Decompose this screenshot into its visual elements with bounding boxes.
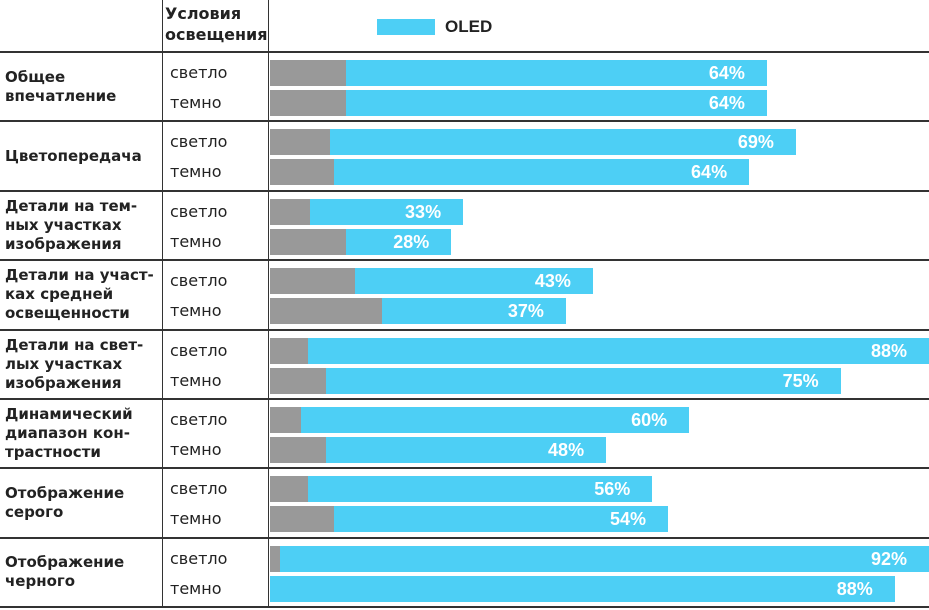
- bar-value-label: 88%: [836, 578, 873, 599]
- bar-value-label: 37%: [507, 301, 544, 322]
- bar-value-label: 88%: [870, 340, 907, 361]
- bar-value-label: 60%: [631, 410, 668, 430]
- row-divider: [0, 51, 929, 53]
- bar-grey-segment: [270, 60, 346, 86]
- condition-label: темно: [170, 370, 222, 390]
- category-label: Отображение черного: [5, 553, 125, 591]
- row-divider: [0, 189, 929, 192]
- bar-grey-segment: [270, 90, 346, 116]
- legend-label-oled: OLED: [445, 17, 493, 36]
- bar-oled-segment: [329, 129, 796, 156]
- row-divider: [0, 328, 929, 331]
- bar-oled-segment: [333, 506, 669, 533]
- row-divider: [0, 120, 929, 123]
- bar-oled-segment: [310, 198, 464, 225]
- bar-grey-segment: [270, 159, 334, 186]
- column-divider: [268, 0, 269, 607]
- conditions-header: Условия освещения: [165, 4, 268, 44]
- condition-label: темно: [170, 162, 222, 182]
- row-divider: [0, 536, 929, 539]
- bar-grey-segment: [270, 298, 383, 325]
- bar-grey-segment: [270, 228, 346, 255]
- condition-label: светло: [170, 340, 228, 360]
- legend-swatch-oled: [377, 19, 435, 35]
- condition-label: светло: [170, 410, 228, 429]
- row-divider: [0, 398, 929, 400]
- category-label: Отображение серого: [5, 484, 125, 522]
- bar-value-label: 28%: [393, 231, 430, 252]
- bar-grey-segment: [270, 367, 326, 394]
- category-label: Цветопередача: [5, 146, 142, 165]
- bar-grey-segment: [270, 129, 330, 156]
- bar-oled-segment: [308, 337, 929, 364]
- condition-label: светло: [170, 201, 228, 221]
- bar-oled-segment: [326, 437, 607, 463]
- bar-value-label: 48%: [548, 440, 585, 460]
- legend: OLED: [377, 17, 492, 37]
- bar-oled-segment: [333, 159, 750, 186]
- bar-oled-segment: [345, 90, 767, 116]
- bar-value-label: 64%: [708, 93, 745, 113]
- bar-value-label: 54%: [610, 509, 647, 530]
- bar-oled-segment: [355, 268, 593, 295]
- condition-label: светло: [170, 63, 228, 82]
- bar-grey-segment: [270, 437, 326, 463]
- category-label: Динамический диапазон кон-трастности: [5, 405, 133, 462]
- condition-label: темно: [170, 93, 222, 112]
- bar-grey-segment: [270, 337, 309, 364]
- bar-value-label: 43%: [534, 271, 571, 292]
- condition-label: светло: [170, 132, 228, 152]
- bar-oled-segment: [300, 407, 690, 433]
- bar-grey-segment: [270, 545, 280, 572]
- bar-grey-segment: [270, 198, 311, 225]
- condition-label: светло: [170, 271, 228, 291]
- bar-oled-segment: [270, 575, 895, 602]
- bar-value-label: 33%: [405, 201, 442, 222]
- row-divider: [0, 606, 929, 609]
- category-label: Детали на свет-лых участках изображения: [5, 335, 144, 392]
- category-label: Детали на тем-ных участках изображения: [5, 196, 138, 253]
- bar-oled-segment: [345, 228, 452, 255]
- row-divider: [0, 259, 929, 262]
- bar-value-label: 75%: [782, 370, 819, 391]
- condition-label: темно: [170, 578, 222, 598]
- bar-value-label: 64%: [708, 63, 745, 83]
- bar-grey-segment: [270, 268, 355, 295]
- bar-oled-segment: [382, 298, 566, 325]
- bar-oled-segment: [345, 60, 767, 86]
- category-label: Детали на участ-ках средней освещенности: [5, 266, 154, 323]
- category-label: Общее впечатление: [5, 67, 117, 105]
- condition-label: светло: [170, 479, 228, 499]
- bar-value-label: 56%: [594, 479, 631, 500]
- condition-label: темно: [170, 301, 222, 321]
- row-divider: [0, 467, 929, 470]
- condition-label: темно: [170, 509, 222, 529]
- bar-grey-segment: [270, 407, 301, 433]
- column-divider: [162, 0, 163, 607]
- bar-oled-segment: [279, 545, 929, 572]
- bar-value-label: 92%: [870, 548, 907, 569]
- condition-label: светло: [170, 548, 228, 568]
- bar-value-label: 69%: [737, 132, 774, 153]
- condition-label: темно: [170, 440, 222, 459]
- condition-label: темно: [170, 231, 222, 251]
- bar-grey-segment: [270, 476, 309, 503]
- bar-oled-segment: [308, 476, 653, 503]
- bar-oled-segment: [326, 367, 841, 394]
- bar-grey-segment: [270, 506, 334, 533]
- bar-value-label: 64%: [691, 162, 728, 183]
